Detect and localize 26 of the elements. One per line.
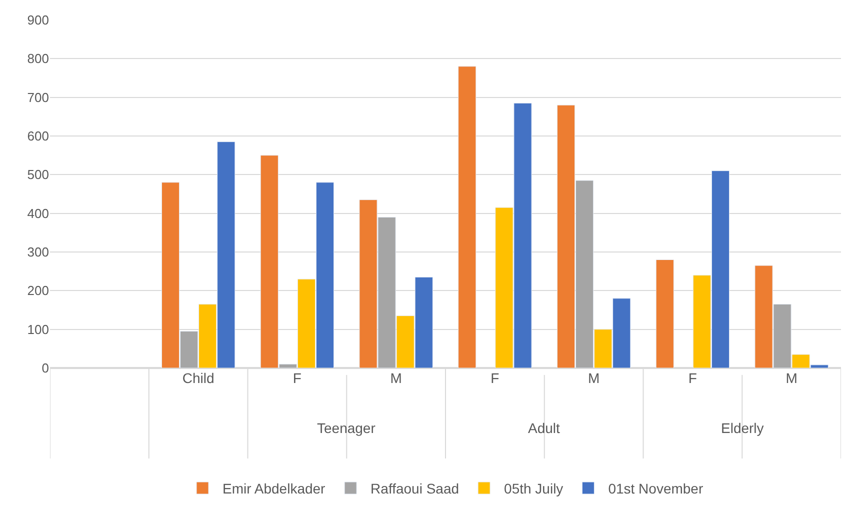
y-tick-label: 300 <box>27 244 49 260</box>
y-tick-label: 100 <box>27 322 49 337</box>
y-tick-label: 900 <box>27 12 49 28</box>
text: Adult <box>528 420 560 436</box>
x-tick-label: M <box>588 370 600 386</box>
bar <box>656 259 674 368</box>
x-tick-label: M <box>390 370 402 386</box>
y-tick-label: 600 <box>27 128 49 144</box>
x-tick-label: F <box>292 370 302 386</box>
legend-label: Emir Abdelkader <box>222 480 326 496</box>
y-tick-label: 700 <box>27 90 49 105</box>
y-tick-label: 500 <box>27 167 49 182</box>
x-tick-label: M <box>786 370 798 386</box>
legend-label: 01st November <box>608 480 704 496</box>
x-tick-label: Child <box>182 370 214 386</box>
text: Teenager <box>317 420 376 436</box>
bar <box>458 66 476 368</box>
y-tick-label: 800 <box>27 51 49 66</box>
x-tick-label: F <box>688 370 697 386</box>
legend-label: Raffaoui Saad <box>370 480 460 496</box>
x-tick-label: F <box>490 370 500 386</box>
legend-label: 05th Juily <box>504 480 564 496</box>
text: Elderly <box>721 420 764 436</box>
y-tick-label: 400 <box>27 206 49 221</box>
y-tick-label: 0 <box>42 360 49 376</box>
y-tick-label: 200 <box>27 283 49 298</box>
